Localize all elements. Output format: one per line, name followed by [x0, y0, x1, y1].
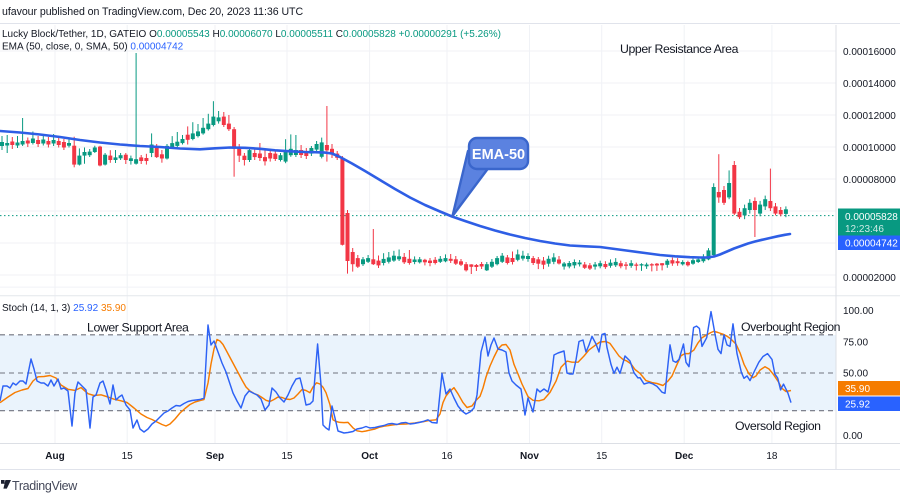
svg-text:0.00016000: 0.00016000: [843, 47, 896, 58]
svg-text:12:23:46: 12:23:46: [845, 224, 884, 235]
svg-text:Dec: Dec: [675, 451, 694, 462]
svg-text:Overbought Region: Overbought Region: [741, 320, 841, 334]
svg-text:0.00010000: 0.00010000: [843, 143, 896, 154]
svg-text:75.00: 75.00: [843, 337, 868, 348]
svg-text:16: 16: [441, 451, 453, 462]
svg-text:EMA (50, close, 0, SMA, 50) 0.: EMA (50, close, 0, SMA, 50) 0.00004742: [2, 41, 184, 52]
svg-text:EMA-50: EMA-50: [472, 147, 525, 163]
svg-text:0.00002000: 0.00002000: [843, 273, 896, 284]
svg-text:Oversold Region: Oversold Region: [735, 419, 821, 433]
svg-text:25.92: 25.92: [845, 400, 870, 411]
svg-text:0.00: 0.00: [843, 431, 863, 442]
svg-text:15: 15: [596, 451, 608, 462]
svg-text:0.00005828: 0.00005828: [845, 212, 898, 223]
svg-text:15: 15: [122, 451, 134, 462]
svg-text:50.00: 50.00: [843, 369, 868, 380]
svg-text:0.00004742: 0.00004742: [845, 239, 898, 250]
svg-text:0.00008000: 0.00008000: [843, 175, 896, 186]
svg-text:Oct: Oct: [361, 451, 378, 462]
svg-text:Aug: Aug: [45, 451, 64, 462]
svg-text:Upper Resistance Area: Upper Resistance Area: [620, 42, 739, 56]
svg-text:Stoch (14, 1, 3) 25.92 35.90: Stoch (14, 1, 3) 25.92 35.90: [2, 303, 126, 314]
svg-text:35.90: 35.90: [845, 384, 870, 395]
svg-text:0.00014000: 0.00014000: [843, 79, 896, 90]
svg-text:Lower Support Area: Lower Support Area: [87, 321, 189, 335]
svg-text:Sep: Sep: [206, 451, 224, 462]
svg-text:18: 18: [766, 451, 778, 462]
svg-text:0.00012000: 0.00012000: [843, 111, 896, 122]
svg-text:Nov: Nov: [520, 451, 539, 462]
svg-text:15: 15: [281, 451, 293, 462]
svg-text:100.00: 100.00: [843, 306, 874, 317]
svg-text:Lucky Block/Tether, 1D, GATEIO: Lucky Block/Tether, 1D, GATEIO O0.000055…: [2, 29, 501, 40]
